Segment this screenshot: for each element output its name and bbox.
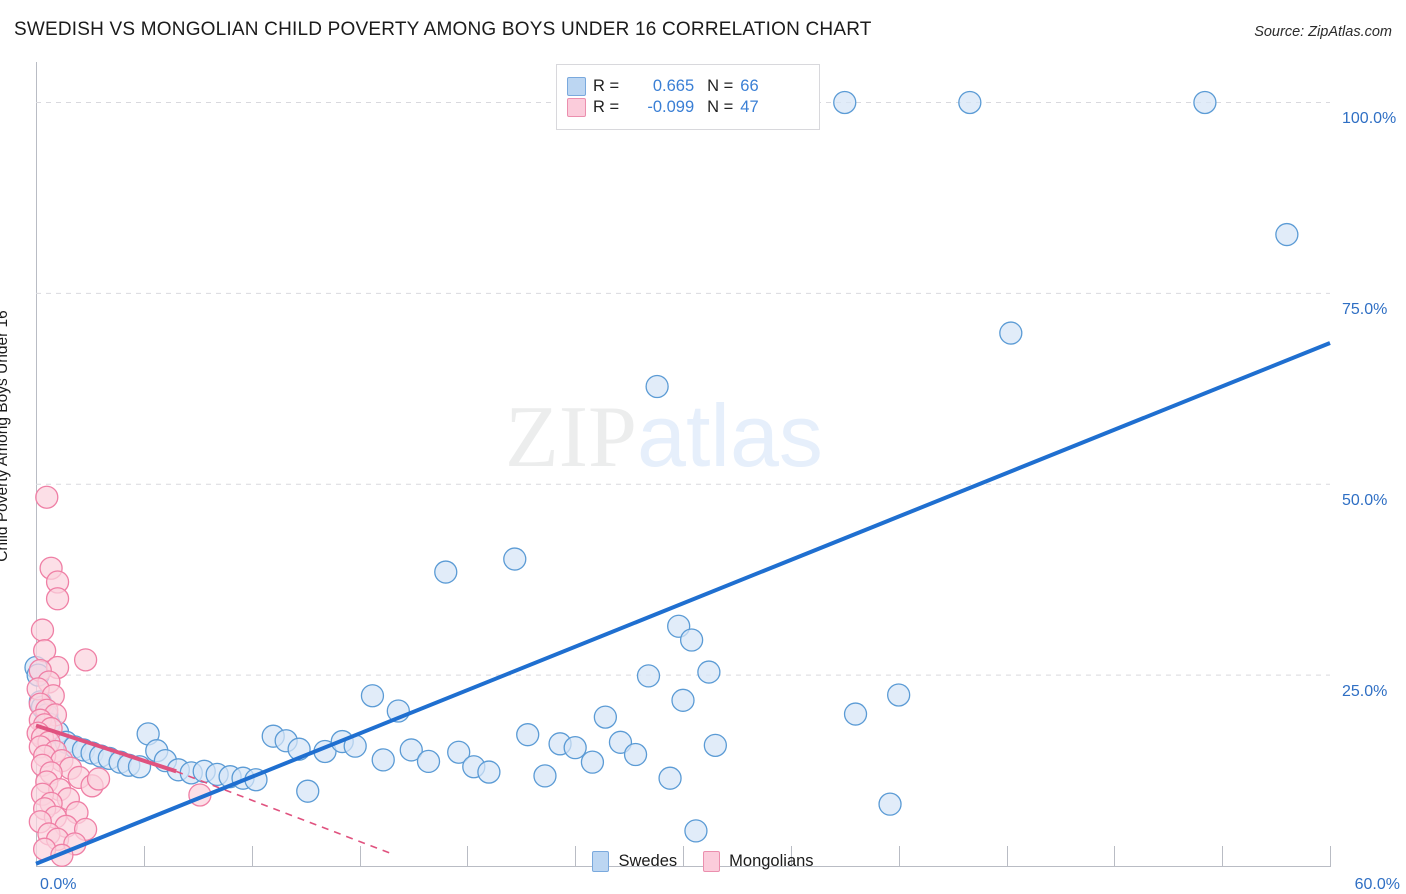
y-tick-label: 50.0% <box>1342 492 1388 510</box>
data-point[interactable] <box>563 736 587 760</box>
data-point[interactable] <box>671 688 695 712</box>
stats-row-swedes: R = 0.665 N = 66 <box>567 77 809 96</box>
data-point[interactable] <box>30 618 55 642</box>
x-axis-min-label: 0.0% <box>40 876 77 893</box>
x-tick-mark <box>575 846 577 866</box>
x-tick-mark <box>683 846 684 866</box>
data-point[interactable] <box>623 742 648 767</box>
swedes-r-label: R = <box>593 77 620 95</box>
legend-label-mongolians: Mongolians <box>729 852 814 870</box>
x-tick-mark <box>898 846 900 866</box>
data-point[interactable] <box>658 766 682 790</box>
trendline <box>35 723 177 774</box>
data-point[interactable] <box>399 738 423 762</box>
stats-row-mongolians: R = -0.099 N = 47 <box>567 98 809 117</box>
data-point[interactable] <box>533 764 557 788</box>
correlation-stats-box: R = 0.665 N = 66 R = -0.099 N = 47 <box>556 64 820 130</box>
y-axis-line <box>36 62 37 866</box>
data-point[interactable] <box>416 749 441 774</box>
data-point[interactable] <box>958 90 982 115</box>
data-point[interactable] <box>1193 90 1217 115</box>
data-point[interactable] <box>1275 222 1299 247</box>
swedes-n-label: N = <box>707 77 734 95</box>
x-tick-mark <box>1330 846 1331 866</box>
trendline-dashed <box>175 770 393 855</box>
mongolians-swatch-icon <box>567 98 586 117</box>
x-axis-line <box>36 866 1331 867</box>
swedes-r-value: 0.665 <box>652 77 695 95</box>
data-point[interactable] <box>679 628 704 652</box>
y-tick-label: 75.0% <box>1342 301 1388 319</box>
plot-area: ZIPatlas 25.0% 50.0% 75.0% 100.0% <box>24 62 1396 867</box>
data-point[interactable] <box>645 374 669 399</box>
data-point[interactable] <box>636 664 661 688</box>
data-point[interactable] <box>434 560 458 584</box>
x-tick-mark <box>359 846 361 866</box>
data-point[interactable] <box>45 587 70 611</box>
x-tick-mark <box>1114 846 1116 866</box>
data-point[interactable] <box>35 485 59 509</box>
data-point[interactable] <box>684 819 708 843</box>
data-point[interactable] <box>878 792 902 816</box>
data-point[interactable] <box>86 767 111 791</box>
swedes-swatch-icon <box>567 77 586 96</box>
legend-item-mongolians[interactable]: Mongolians <box>703 851 814 872</box>
legend-label-swedes: Swedes <box>618 852 678 870</box>
data-point[interactable] <box>296 779 320 803</box>
data-point[interactable] <box>447 740 471 764</box>
y-tick-label: 100.0% <box>1342 110 1397 128</box>
data-point[interactable] <box>697 660 721 684</box>
data-point[interactable] <box>843 702 868 726</box>
y-axis-title: Child Poverty Among Boys Under 16 <box>0 310 11 562</box>
x-tick-mark <box>1006 846 1008 866</box>
data-point[interactable] <box>516 723 540 747</box>
legend-item-swedes[interactable]: Swedes <box>592 851 677 872</box>
x-tick-mark <box>467 846 469 866</box>
page-title: SWEDISH VS MONGOLIAN CHILD POVERTY AMONG… <box>14 19 872 40</box>
data-point[interactable] <box>477 760 501 784</box>
data-point[interactable] <box>703 733 727 758</box>
x-axis-max-label: 60.0% <box>1354 876 1400 893</box>
x-tick-mark <box>143 846 145 866</box>
data-point[interactable] <box>999 321 1023 345</box>
data-point[interactable] <box>833 90 857 115</box>
x-tick-mark <box>1222 846 1224 866</box>
mongolians-r-value: -0.099 <box>647 98 695 116</box>
data-point[interactable] <box>360 684 385 708</box>
data-point[interactable] <box>608 730 633 754</box>
series-legend: Swedes Mongolians <box>0 851 1406 872</box>
data-point[interactable] <box>73 648 98 672</box>
data-points-layer <box>24 90 1331 867</box>
mongolians-n-value: 47 <box>740 98 759 116</box>
data-point[interactable] <box>503 547 527 571</box>
x-tick-mark <box>251 846 253 866</box>
data-point[interactable] <box>593 705 618 729</box>
legend-swatch-swedes-icon <box>592 851 610 872</box>
x-tick-mark <box>790 846 792 866</box>
mongolians-r-label: R = <box>593 98 620 116</box>
swedes-n-value: 66 <box>740 77 759 95</box>
data-point[interactable] <box>580 750 605 774</box>
legend-swatch-mongolians-icon <box>703 851 721 872</box>
mongolians-n-label: N = <box>707 98 734 116</box>
data-point[interactable] <box>887 683 911 707</box>
trendline <box>35 341 1331 866</box>
y-tick-label: 25.0% <box>1342 683 1388 701</box>
source-attribution: Source: ZipAtlas.com <box>1254 24 1392 40</box>
data-point[interactable] <box>371 748 395 772</box>
